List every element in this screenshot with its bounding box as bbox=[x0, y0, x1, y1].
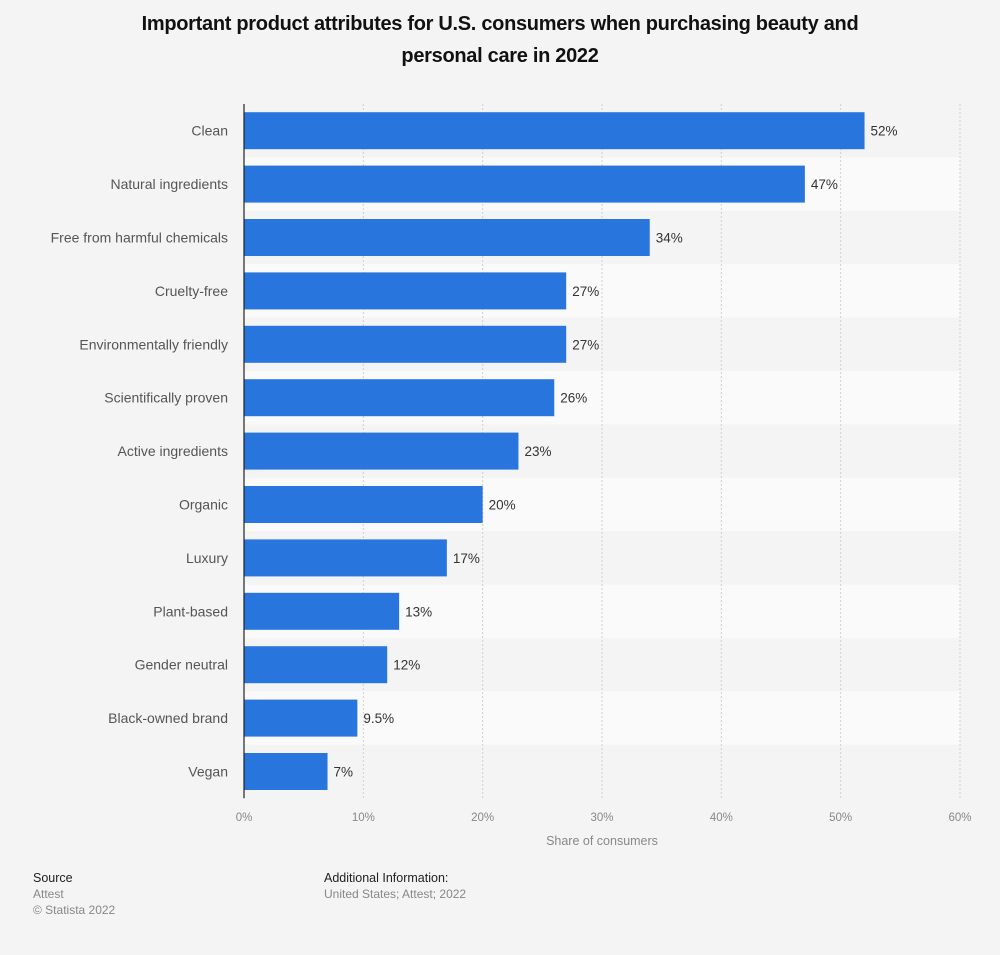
chart-title-line-1: Important product attributes for U.S. co… bbox=[141, 13, 859, 35]
data-label: 17% bbox=[453, 551, 480, 566]
category-label: Clean bbox=[191, 123, 228, 139]
x-tick-label: 60% bbox=[948, 812, 971, 824]
bar[interactable] bbox=[244, 219, 650, 256]
category-label: Scientifically proven bbox=[104, 390, 228, 406]
data-label: 9.5% bbox=[363, 711, 394, 726]
category-label: Free from harmful chemicals bbox=[51, 230, 228, 246]
source-value[interactable]: Attest bbox=[33, 887, 64, 901]
bar[interactable] bbox=[244, 165, 805, 203]
bar[interactable] bbox=[244, 592, 400, 630]
chart-title: Important product attributes for U.S. co… bbox=[0, 8, 1000, 72]
bar[interactable] bbox=[244, 432, 519, 470]
category-label: Plant-based bbox=[153, 603, 228, 619]
copyright: © Statista 2022 bbox=[33, 903, 116, 917]
x-tick-label: 10% bbox=[352, 812, 375, 824]
data-label: 47% bbox=[811, 177, 838, 192]
bar[interactable] bbox=[244, 272, 567, 310]
bar[interactable] bbox=[244, 112, 865, 150]
data-label: 26% bbox=[560, 391, 587, 406]
data-label: 34% bbox=[656, 231, 683, 246]
data-label: 7% bbox=[334, 765, 354, 780]
data-label: 20% bbox=[489, 498, 516, 513]
additional-info-value: United States; Attest; 2022 bbox=[324, 887, 467, 901]
data-label: 23% bbox=[524, 444, 551, 459]
x-tick-label: 0% bbox=[236, 812, 253, 824]
source-block: Source Attest © Statista 2022 bbox=[33, 870, 115, 918]
bar[interactable] bbox=[244, 539, 447, 577]
category-label: Organic bbox=[179, 497, 228, 513]
bar[interactable] bbox=[244, 486, 483, 523]
data-label: 27% bbox=[572, 337, 599, 352]
data-label: 52% bbox=[871, 124, 898, 139]
category-label: Gender neutral bbox=[135, 657, 228, 673]
bar[interactable] bbox=[244, 753, 328, 790]
category-label: Active ingredients bbox=[117, 443, 228, 459]
category-label: Natural ingredients bbox=[110, 176, 228, 192]
x-tick-label: 50% bbox=[829, 812, 852, 824]
data-label: 27% bbox=[572, 284, 599, 299]
bar[interactable] bbox=[244, 379, 555, 417]
x-tick-label: 40% bbox=[710, 812, 733, 824]
additional-info-block: Additional Information: United States; A… bbox=[324, 870, 466, 902]
chart-title-line-2: personal care in 2022 bbox=[401, 45, 599, 67]
bar[interactable] bbox=[244, 646, 388, 684]
x-tick-label: 30% bbox=[590, 812, 613, 824]
data-label: 13% bbox=[405, 604, 432, 619]
bar[interactable] bbox=[244, 699, 358, 737]
category-label: Black-owned brand bbox=[108, 710, 228, 726]
category-label: Vegan bbox=[188, 764, 228, 780]
category-label: Environmentally friendly bbox=[79, 336, 228, 352]
bar[interactable] bbox=[244, 325, 567, 363]
x-axis-title: Share of consumers bbox=[546, 834, 658, 848]
additional-info-heading: Additional Information: bbox=[324, 871, 449, 885]
source-heading: Source bbox=[33, 871, 73, 885]
bar-chart: 52% Clean 47% Natural ingredients 34% Free fr… bbox=[51, 104, 972, 848]
data-label: 12% bbox=[393, 658, 420, 673]
x-tick-label: 20% bbox=[471, 812, 494, 824]
category-label: Cruelty-free bbox=[155, 283, 228, 299]
category-label: Luxury bbox=[186, 550, 228, 566]
